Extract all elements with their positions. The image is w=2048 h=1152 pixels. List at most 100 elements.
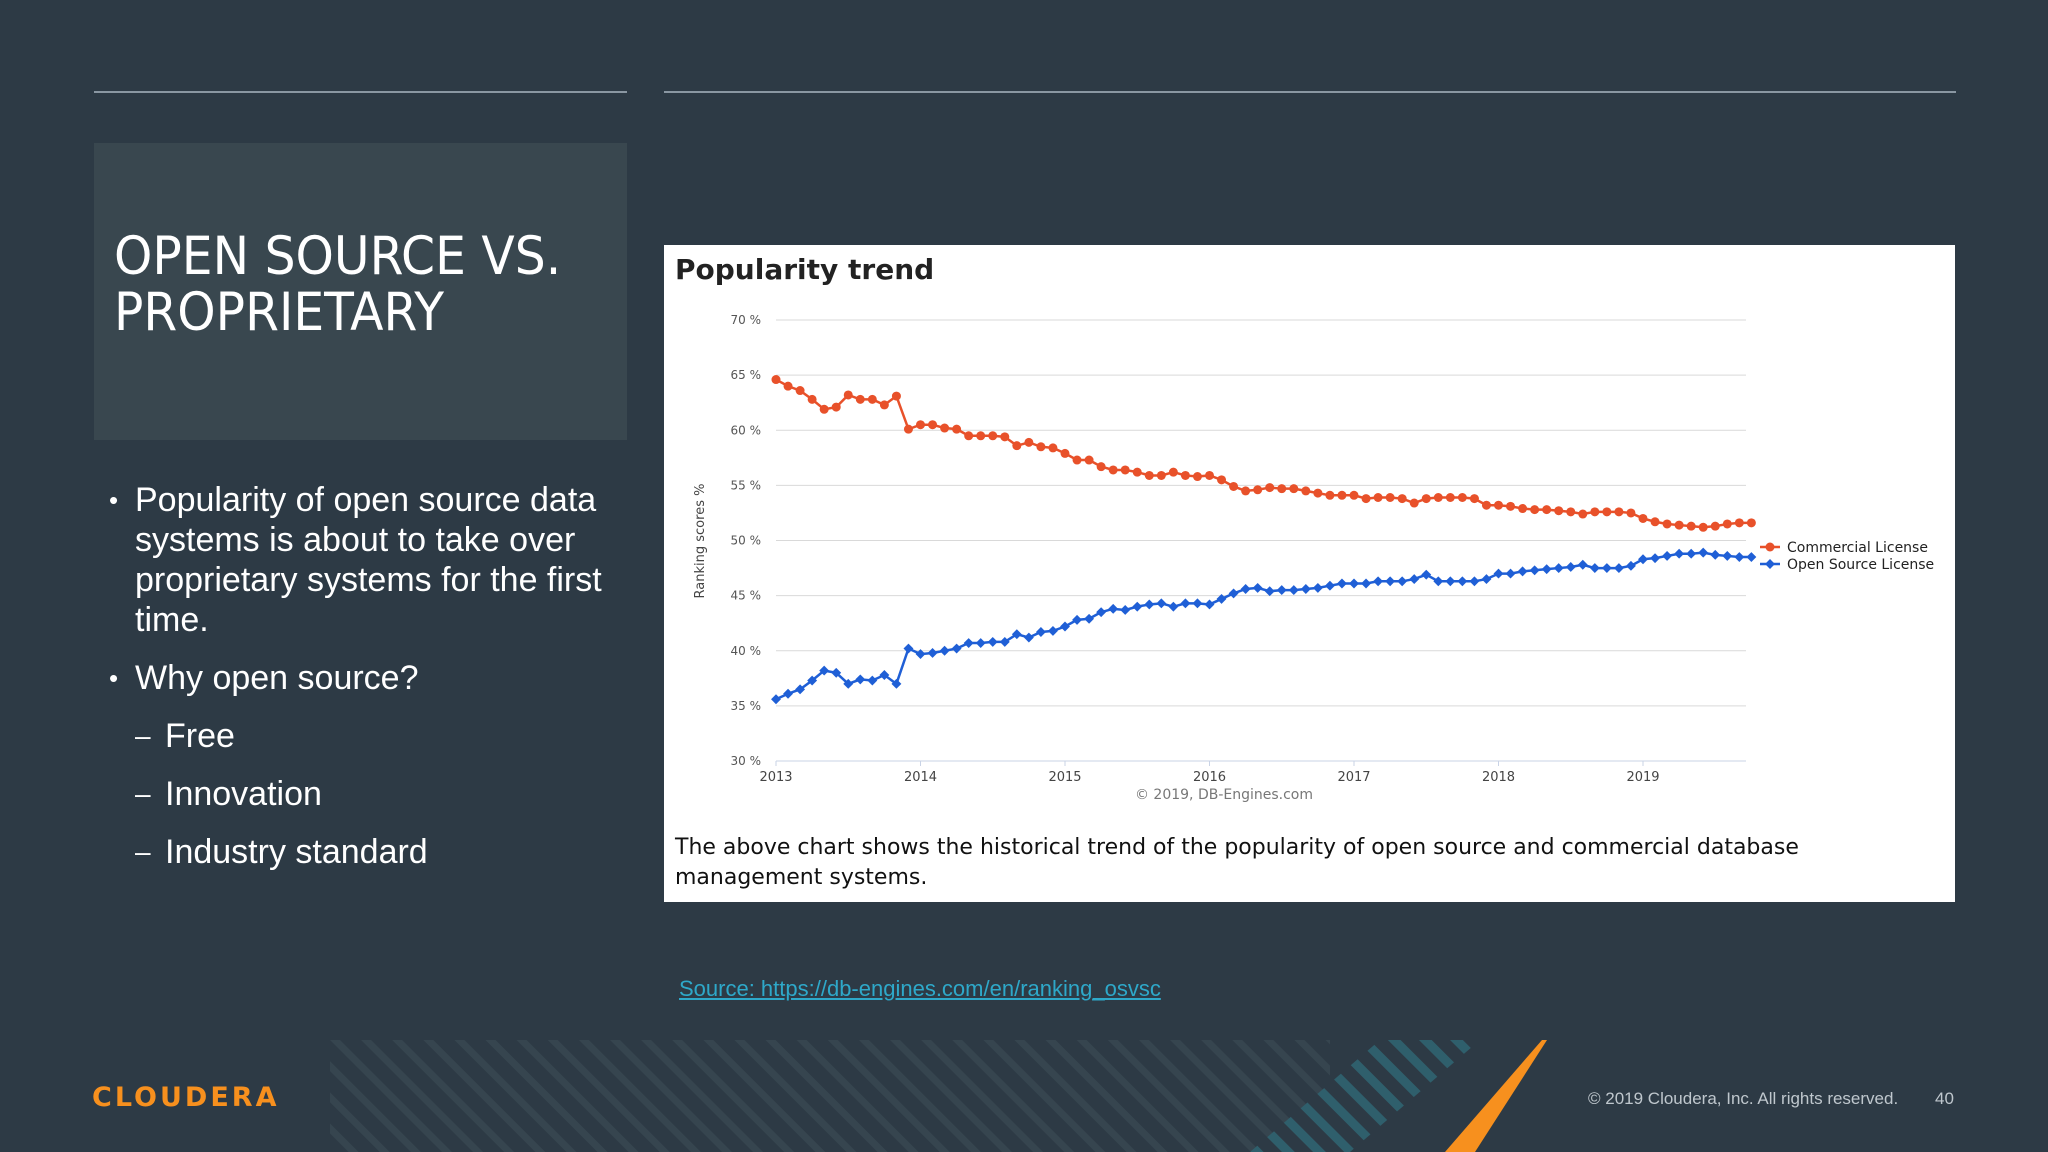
data-point xyxy=(1397,494,1407,504)
data-point xyxy=(1385,493,1395,503)
data-point xyxy=(1505,568,1516,579)
data-point xyxy=(1289,484,1299,494)
data-point xyxy=(1650,517,1660,527)
data-point xyxy=(1084,455,1094,465)
data-point xyxy=(975,638,986,648)
data-point xyxy=(1686,548,1697,559)
data-point xyxy=(1469,494,1479,504)
data-point xyxy=(1578,509,1588,519)
sub-bullet-item: – Industry standard xyxy=(135,832,635,872)
data-point xyxy=(831,667,842,678)
data-point xyxy=(1734,518,1744,528)
source-link[interactable]: Source: https://db-engines.com/en/rankin… xyxy=(679,976,1161,1001)
data-point xyxy=(1554,506,1564,516)
data-point xyxy=(964,431,974,441)
data-point xyxy=(1036,442,1046,452)
data-point xyxy=(807,394,817,404)
data-point xyxy=(1373,493,1383,503)
data-point xyxy=(1710,521,1720,531)
data-point xyxy=(1144,599,1155,610)
data-point xyxy=(1553,563,1564,574)
data-point xyxy=(1312,582,1323,593)
data-point xyxy=(1613,563,1624,574)
top-divider-left xyxy=(94,91,627,93)
data-point xyxy=(1024,437,1034,447)
data-point xyxy=(1674,548,1685,559)
data-point xyxy=(940,423,950,433)
data-point xyxy=(1276,585,1287,596)
data-point xyxy=(915,649,926,660)
data-point xyxy=(963,638,974,648)
data-point xyxy=(855,674,866,685)
data-point xyxy=(1168,601,1179,612)
data-point xyxy=(1264,586,1275,597)
data-point xyxy=(1120,605,1131,615)
bullet-item: • Popularity of open source data systems… xyxy=(105,480,635,640)
data-point xyxy=(903,643,914,654)
data-point xyxy=(1385,576,1396,587)
bullet-dot-icon: • xyxy=(109,663,119,693)
data-point xyxy=(843,678,854,689)
title-box: OPEN SOURCE VS. PROPRIETARY xyxy=(94,143,627,440)
data-point xyxy=(1060,448,1070,458)
data-point xyxy=(1120,465,1130,475)
data-point xyxy=(807,675,818,686)
data-point xyxy=(1589,563,1600,574)
data-point xyxy=(1626,508,1636,518)
data-point xyxy=(1000,432,1010,442)
chart-caption: The above chart shows the historical tre… xyxy=(675,835,1799,890)
data-point xyxy=(1698,522,1708,532)
data-point xyxy=(891,678,902,689)
x-tick-label: 2016 xyxy=(1193,770,1226,785)
bullet-list: • Popularity of open source data systems… xyxy=(105,480,635,890)
data-point xyxy=(1156,470,1166,480)
data-point xyxy=(927,648,938,658)
data-point xyxy=(1601,563,1612,574)
data-point xyxy=(867,675,878,686)
decorative-stripes xyxy=(330,1040,1547,1152)
data-point xyxy=(1060,621,1070,632)
sub-bullet-text: Free xyxy=(165,717,235,755)
data-point xyxy=(1252,582,1263,593)
data-point xyxy=(879,670,890,680)
top-divider-right xyxy=(664,91,1956,93)
data-point xyxy=(1229,481,1239,491)
data-point xyxy=(1084,613,1095,624)
data-point xyxy=(1048,625,1058,636)
data-point xyxy=(1433,493,1443,503)
data-point xyxy=(783,688,793,699)
data-point xyxy=(1590,507,1600,517)
data-point xyxy=(1530,505,1540,515)
y-tick-label: 55 % xyxy=(731,478,762,492)
data-point xyxy=(795,386,805,396)
data-point xyxy=(1746,552,1757,562)
data-point xyxy=(1108,603,1119,614)
data-point xyxy=(1626,560,1636,571)
data-point xyxy=(783,381,793,391)
data-point xyxy=(988,431,998,441)
data-point xyxy=(843,390,853,400)
data-point xyxy=(1192,472,1202,482)
data-point xyxy=(1421,494,1431,504)
data-point xyxy=(916,420,925,430)
y-tick-label: 50 % xyxy=(731,534,762,548)
data-point xyxy=(1265,483,1275,493)
data-point xyxy=(831,402,841,412)
data-point xyxy=(867,394,877,404)
legend-marker xyxy=(1765,542,1775,552)
data-point xyxy=(1686,521,1696,531)
data-point xyxy=(903,424,913,434)
data-point xyxy=(1698,547,1709,558)
data-point xyxy=(1349,490,1359,500)
y-tick-label: 35 % xyxy=(731,699,762,713)
data-point xyxy=(951,643,962,654)
data-point xyxy=(1132,467,1142,477)
data-point xyxy=(1072,455,1082,465)
data-point xyxy=(1638,513,1648,523)
data-point xyxy=(1722,550,1733,561)
data-point xyxy=(1011,629,1022,640)
data-point xyxy=(1638,554,1648,565)
slide-title-line2: PROPRIETARY xyxy=(114,282,445,343)
chart-title: Popularity trend xyxy=(675,253,935,286)
data-point xyxy=(1337,490,1347,500)
